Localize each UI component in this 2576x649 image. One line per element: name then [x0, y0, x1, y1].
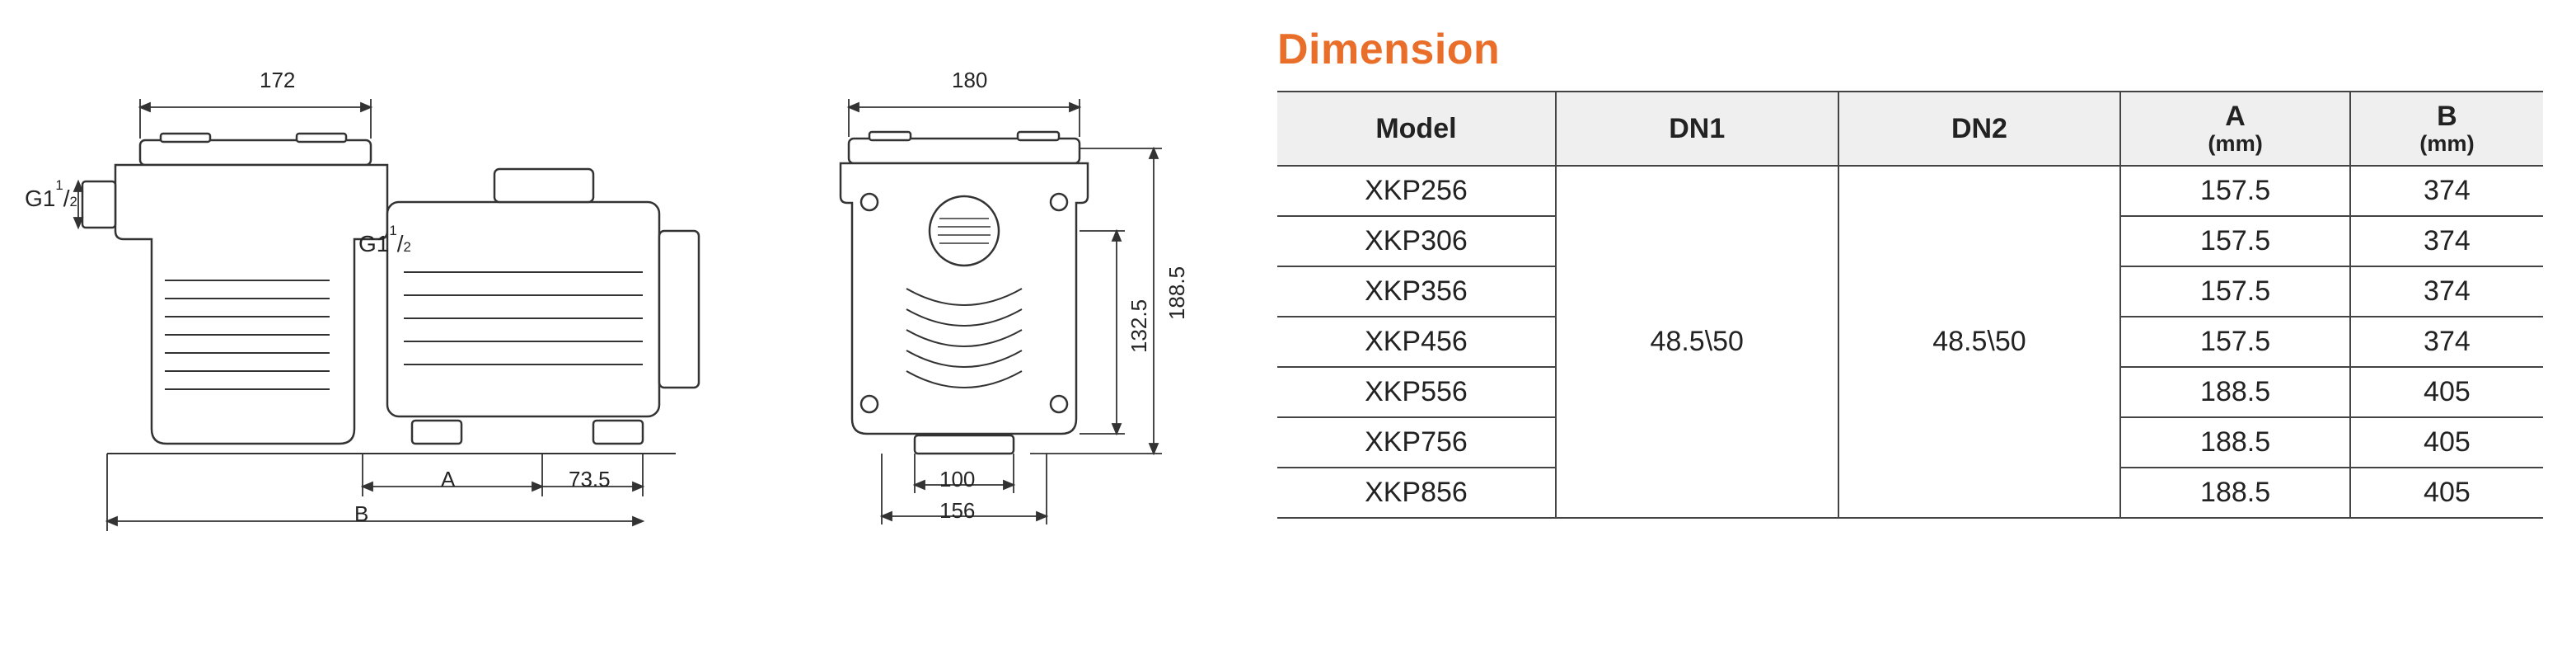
- thread-g1half-right: G11/2: [358, 231, 411, 257]
- cell-model: XKP556: [1277, 367, 1556, 417]
- col-a: A (mm): [2120, 92, 2350, 166]
- dim-180: 180: [952, 68, 987, 93]
- dim-132-5: 132.5: [1126, 299, 1152, 353]
- col-a-label: A: [2225, 101, 2246, 132]
- thread-frac-den: 2: [69, 194, 77, 209]
- cell-model: XKP356: [1277, 266, 1556, 317]
- cell-model: XKP856: [1277, 468, 1556, 518]
- col-b-unit: (mm): [2366, 132, 2528, 156]
- cell-b: 405: [2350, 417, 2543, 468]
- cell-b: 374: [2350, 317, 2543, 367]
- thread-prefix2: G1: [358, 231, 389, 256]
- dim-156: 156: [939, 498, 975, 524]
- thread-frac-num: 1: [55, 177, 63, 193]
- pump-front-view: 180 132.5 188.5 100 156: [783, 74, 1211, 536]
- table-header: Model DN1 DN2 A (mm) B (mm): [1277, 92, 2543, 166]
- section-title: Dimension: [1277, 25, 2543, 74]
- dimension-table: Model DN1 DN2 A (mm) B (mm): [1277, 91, 2543, 519]
- cell-a: 188.5: [2120, 367, 2350, 417]
- pump-side-view: 172 G11/2 G11/2 A 73.5 B: [33, 74, 733, 536]
- cell-a: 188.5: [2120, 417, 2350, 468]
- dim-188-5: 188.5: [1164, 266, 1190, 320]
- dimension-drawings: 172 G11/2 G11/2 A 73.5 B: [33, 25, 1228, 536]
- dim-100: 100: [939, 467, 975, 492]
- cell-b: 374: [2350, 216, 2543, 266]
- col-model: Model: [1277, 92, 1556, 166]
- cell-b: 405: [2350, 367, 2543, 417]
- thread-g1half-top: G11/2: [25, 186, 77, 212]
- thread-frac-num2: 1: [389, 223, 396, 238]
- table-body: XKP256 48.5\50 48.5\50 157.5 374 XKP306 …: [1277, 166, 2543, 518]
- dimension-section: Dimension Model DN1 DN2 A (mm) B: [1277, 25, 2543, 519]
- cell-b: 374: [2350, 166, 2543, 216]
- dim-A: A: [441, 467, 455, 492]
- cell-model: XKP306: [1277, 216, 1556, 266]
- cell-model: XKP756: [1277, 417, 1556, 468]
- cell-a: 157.5: [2120, 216, 2350, 266]
- dim-B: B: [354, 501, 368, 527]
- cell-b: 374: [2350, 266, 2543, 317]
- cell-dn1: 48.5\50: [1556, 166, 1838, 518]
- cell-a: 157.5: [2120, 166, 2350, 216]
- cell-a: 157.5: [2120, 317, 2350, 367]
- thread-prefix: G1: [25, 186, 55, 211]
- dim-73-5: 73.5: [569, 467, 611, 492]
- col-dn1: DN1: [1556, 92, 1838, 166]
- page: 172 G11/2 G11/2 A 73.5 B: [33, 25, 2543, 624]
- col-b: B (mm): [2350, 92, 2543, 166]
- table-row: XKP256 48.5\50 48.5\50 157.5 374: [1277, 166, 2543, 216]
- cell-b: 405: [2350, 468, 2543, 518]
- col-b-label: B: [2437, 101, 2457, 132]
- cell-dn2: 48.5\50: [1838, 166, 2121, 518]
- cell-a: 188.5: [2120, 468, 2350, 518]
- col-dn2: DN2: [1838, 92, 2121, 166]
- cell-a: 157.5: [2120, 266, 2350, 317]
- cell-model: XKP456: [1277, 317, 1556, 367]
- col-a-unit: (mm): [2136, 132, 2335, 156]
- side-view-svg: [33, 74, 733, 536]
- thread-frac-den2: 2: [403, 239, 410, 255]
- dim-172: 172: [260, 68, 295, 93]
- cell-model: XKP256: [1277, 166, 1556, 216]
